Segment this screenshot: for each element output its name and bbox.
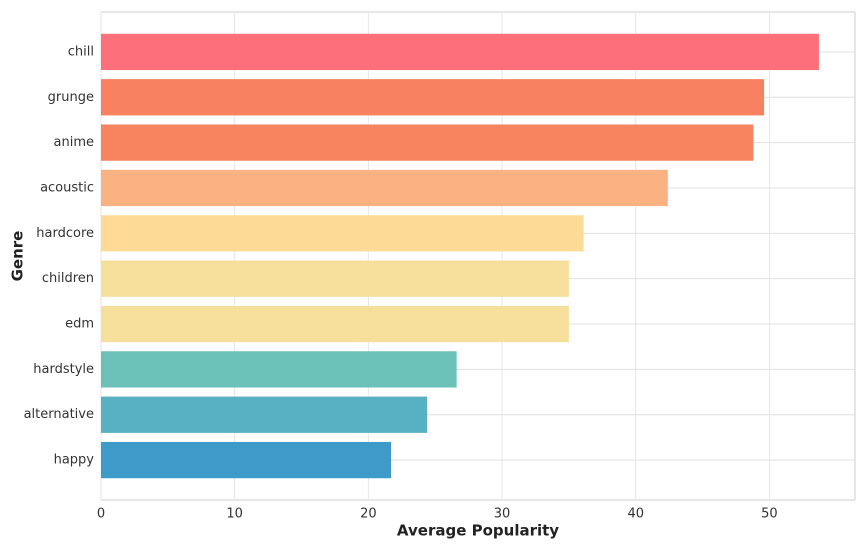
y-tick-label: edm xyxy=(65,317,94,332)
bar xyxy=(101,124,754,161)
x-tick-label: 20 xyxy=(360,507,377,522)
bar xyxy=(101,33,819,71)
y-tick-label: children xyxy=(42,271,94,286)
bar xyxy=(101,441,392,479)
bar xyxy=(101,305,569,343)
x-tick-label: 40 xyxy=(627,507,644,522)
y-tick-label: hardstyle xyxy=(33,362,94,377)
y-tick-label: anime xyxy=(54,135,94,150)
y-tick-label: happy xyxy=(54,453,95,468)
y-tick-label: grunge xyxy=(48,90,94,105)
bar xyxy=(101,351,457,388)
bar xyxy=(101,79,765,116)
y-tick-label: hardcore xyxy=(36,226,94,241)
x-axis-title: Average Popularity xyxy=(397,522,559,540)
x-tick-label: 0 xyxy=(97,507,105,522)
y-tick-label: alternative xyxy=(24,407,94,422)
x-tick-label: 10 xyxy=(226,507,243,522)
y-tick-label: chill xyxy=(68,44,94,59)
x-tick-label: 50 xyxy=(761,507,778,522)
x-tick-label: 30 xyxy=(494,507,511,522)
bar xyxy=(101,215,584,252)
bar xyxy=(101,396,428,433)
bar xyxy=(101,169,668,207)
y-tick-label: acoustic xyxy=(40,180,94,195)
y-axis-title: Genre xyxy=(9,231,27,282)
bar xyxy=(101,260,569,297)
